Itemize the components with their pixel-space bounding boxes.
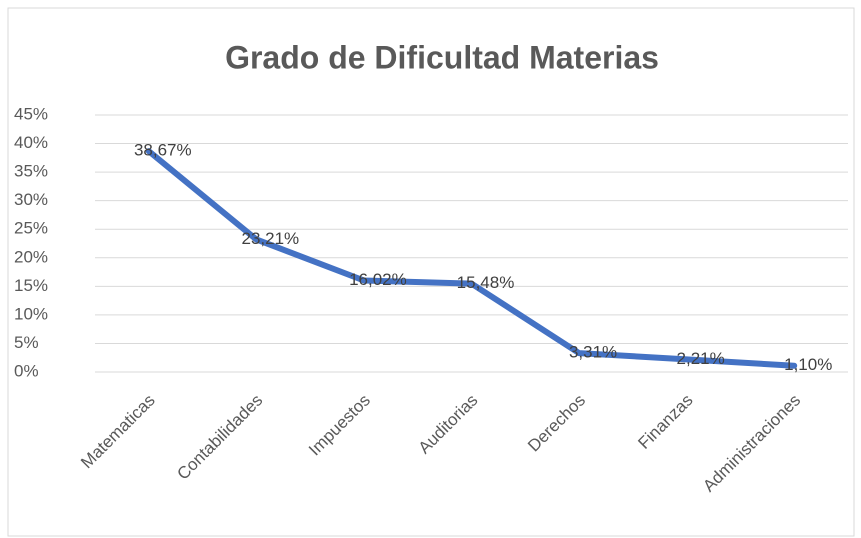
y-tick-label: 20% (14, 247, 48, 266)
chart-frame (7, 7, 855, 537)
data-label: 15,48% (457, 273, 515, 292)
y-tick-label: 15% (14, 276, 48, 295)
chart-title: Grado de Dificultad Materias (225, 39, 659, 75)
data-label: 23,21% (242, 229, 300, 248)
y-tick-label: 5% (14, 333, 39, 352)
data-label: 3,31% (569, 343, 617, 362)
data-label: 38,67% (134, 141, 192, 160)
y-tick-label: 0% (14, 361, 39, 380)
y-tick-label: 40% (14, 133, 48, 152)
line (145, 148, 798, 369)
y-tick-label: 35% (14, 162, 48, 181)
y-tick-label: 25% (14, 219, 48, 238)
data-label: 2,21% (677, 349, 725, 368)
y-tick-label: 45% (14, 104, 48, 123)
y-tick-label: 30% (14, 190, 48, 209)
y-tick-label: 10% (14, 304, 48, 323)
data-label: 16,02% (349, 270, 407, 289)
data-label: 1,10% (784, 355, 832, 374)
